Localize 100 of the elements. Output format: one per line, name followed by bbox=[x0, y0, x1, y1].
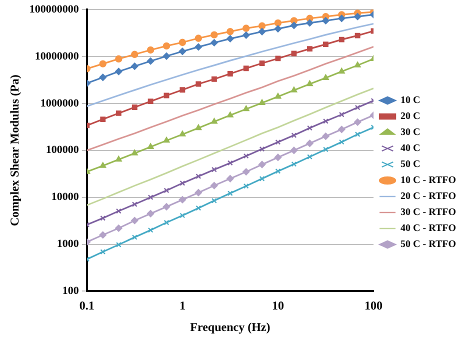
point bbox=[164, 220, 170, 226]
legend-label: 20 C - RTFO bbox=[400, 191, 456, 202]
legend-label: 30 C - RTFO bbox=[400, 207, 456, 218]
legend-label: 20 C bbox=[400, 111, 420, 122]
point bbox=[227, 71, 233, 76]
point bbox=[274, 25, 282, 32]
point bbox=[259, 146, 265, 152]
point bbox=[275, 168, 281, 174]
point bbox=[338, 126, 346, 134]
point bbox=[338, 112, 344, 118]
point bbox=[211, 118, 218, 124]
point bbox=[290, 86, 298, 92]
point bbox=[131, 50, 138, 58]
point bbox=[115, 156, 122, 162]
y-tick-label: 1000 bbox=[56, 238, 80, 250]
point bbox=[148, 227, 154, 233]
legend-label: 10 C - RTFO bbox=[400, 175, 456, 186]
point bbox=[323, 118, 328, 124]
point bbox=[307, 46, 312, 52]
point bbox=[210, 182, 218, 190]
point bbox=[131, 62, 138, 70]
point bbox=[131, 216, 138, 224]
point bbox=[291, 161, 297, 167]
legend-label: 50 C bbox=[400, 159, 420, 170]
point bbox=[259, 60, 265, 66]
point bbox=[146, 210, 154, 218]
point bbox=[290, 146, 298, 154]
point bbox=[162, 52, 170, 60]
point bbox=[242, 168, 250, 176]
point bbox=[100, 215, 106, 221]
point bbox=[115, 224, 122, 232]
point bbox=[227, 160, 233, 166]
point bbox=[100, 116, 106, 122]
point bbox=[306, 80, 313, 86]
point bbox=[180, 212, 186, 218]
point bbox=[148, 194, 154, 200]
point bbox=[99, 74, 106, 81]
point bbox=[274, 19, 282, 27]
point bbox=[354, 104, 360, 110]
point bbox=[243, 66, 249, 72]
point bbox=[242, 32, 250, 39]
point bbox=[99, 60, 106, 68]
point bbox=[164, 188, 170, 194]
x-tick-label: 0.1 bbox=[79, 298, 94, 312]
legend-label: 40 C bbox=[400, 143, 420, 154]
point bbox=[307, 125, 312, 131]
point bbox=[274, 93, 282, 99]
point bbox=[354, 118, 362, 126]
point bbox=[259, 176, 265, 182]
point bbox=[243, 153, 249, 159]
point bbox=[196, 205, 202, 211]
point bbox=[306, 140, 314, 147]
point bbox=[162, 42, 170, 50]
legend-label: 40 C - RTFO bbox=[400, 223, 456, 234]
point bbox=[178, 38, 186, 46]
point bbox=[100, 162, 106, 168]
point bbox=[291, 132, 297, 138]
point bbox=[211, 76, 217, 82]
point bbox=[116, 110, 122, 116]
point bbox=[291, 50, 297, 56]
point bbox=[226, 35, 234, 42]
point bbox=[99, 231, 106, 239]
point bbox=[258, 160, 266, 168]
point bbox=[323, 146, 328, 152]
point bbox=[258, 22, 266, 30]
point bbox=[211, 166, 217, 172]
point bbox=[258, 99, 266, 105]
point bbox=[226, 175, 234, 182]
point bbox=[227, 190, 233, 196]
point bbox=[338, 68, 345, 74]
y-tick-label: 100000 bbox=[46, 144, 80, 156]
point bbox=[354, 32, 360, 38]
point bbox=[115, 55, 122, 63]
point bbox=[226, 28, 234, 36]
point bbox=[290, 22, 298, 30]
point bbox=[132, 202, 138, 208]
y-tick-label: 10000000 bbox=[34, 50, 80, 62]
point bbox=[162, 203, 170, 210]
point bbox=[306, 19, 314, 27]
point bbox=[180, 87, 186, 93]
point bbox=[194, 34, 202, 42]
point bbox=[307, 154, 312, 160]
point bbox=[226, 112, 234, 118]
point bbox=[116, 242, 122, 248]
point bbox=[196, 81, 202, 87]
point bbox=[178, 48, 186, 55]
point bbox=[211, 198, 217, 204]
x-tick-label: 1 bbox=[179, 298, 186, 312]
point bbox=[322, 17, 330, 24]
point bbox=[210, 39, 218, 46]
point bbox=[146, 57, 154, 65]
point bbox=[243, 183, 249, 189]
point bbox=[116, 208, 122, 214]
point bbox=[242, 24, 250, 32]
point bbox=[354, 132, 360, 138]
y-tick-label: 100000000 bbox=[29, 3, 80, 16]
point bbox=[338, 36, 344, 42]
point bbox=[148, 98, 154, 104]
point bbox=[274, 154, 282, 161]
legend-label: 30 C bbox=[400, 127, 420, 138]
